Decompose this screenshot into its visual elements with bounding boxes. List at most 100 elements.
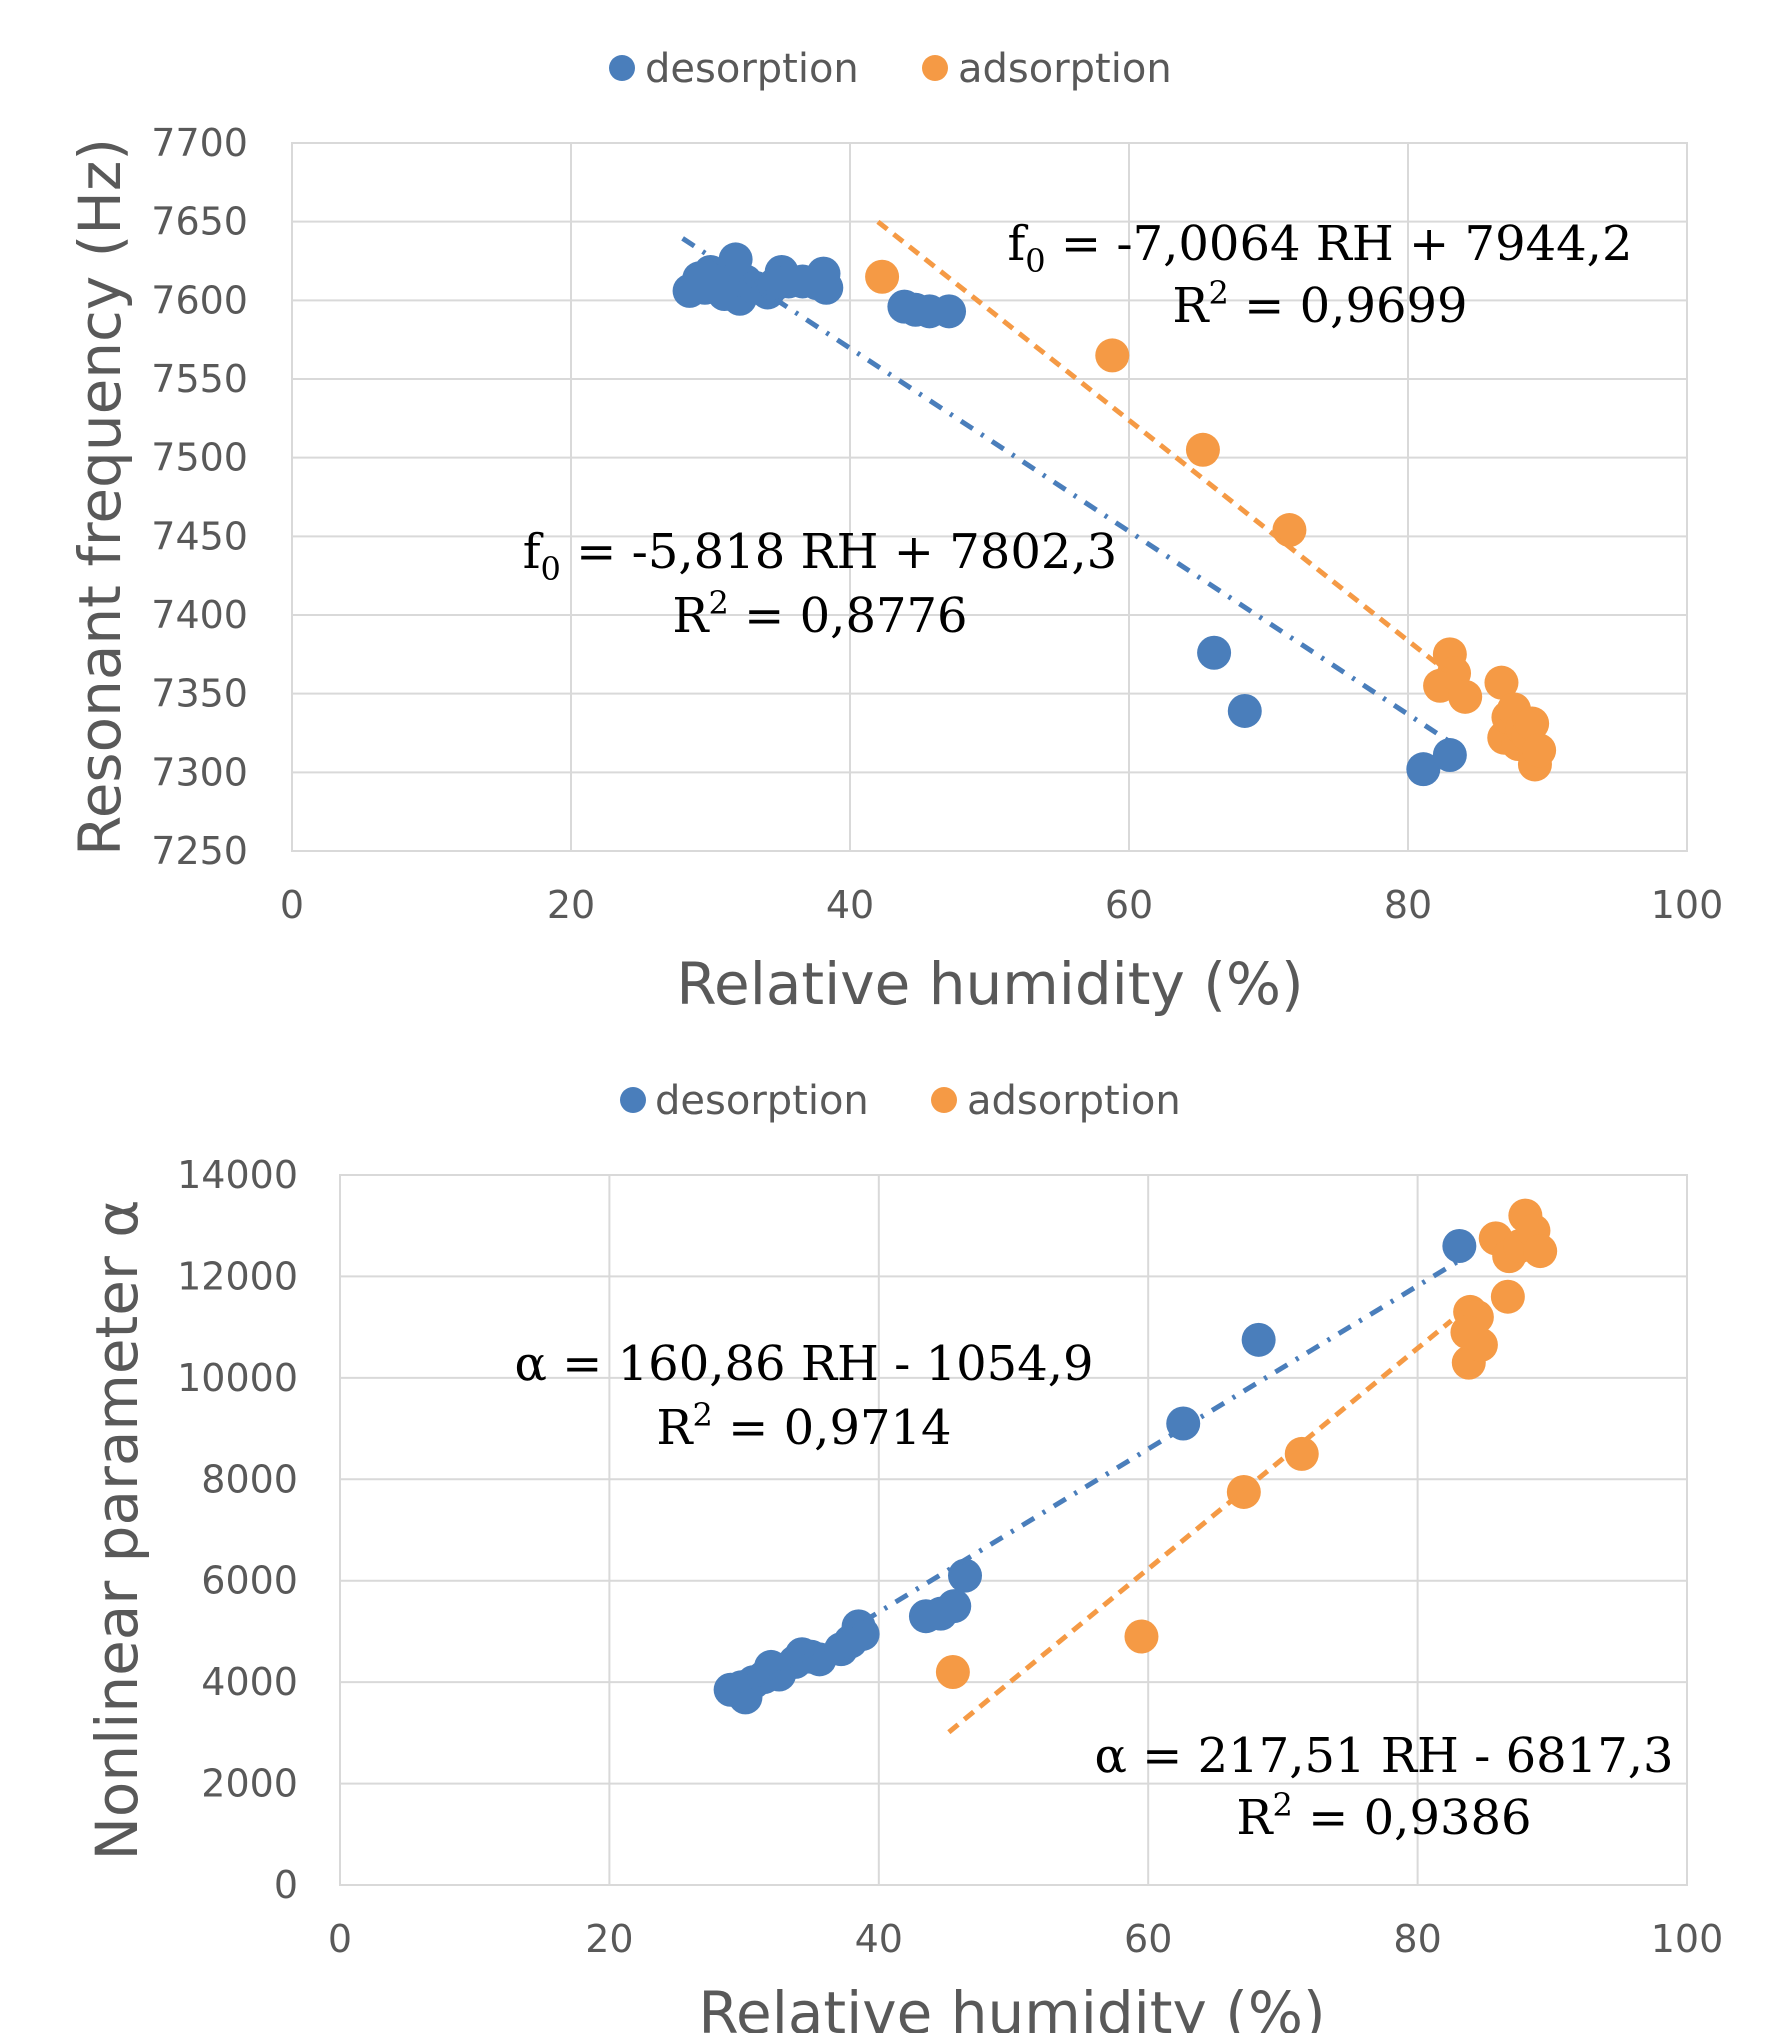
x-tick-label: 20 — [585, 1917, 633, 1961]
y-tick-label: 7650 — [151, 200, 248, 244]
data-point-adsorption — [935, 1655, 970, 1689]
data-point-desorption — [937, 1589, 972, 1624]
x-tick-label: 80 — [1384, 883, 1432, 927]
trendline-equation-adsorption: α = 217,51 RH - 6817,3R2 = 0,9386 — [1094, 1728, 1673, 1846]
x-tick-label: 100 — [1651, 1917, 1724, 1961]
x-tick-label: 20 — [547, 883, 595, 927]
y-tick-label: 14000 — [177, 1153, 298, 1197]
plot-area — [339, 1174, 1688, 1886]
r-squared-line: R2 = 0,9386 — [1236, 1786, 1531, 1846]
equation-lead: α — [514, 1336, 546, 1392]
y-tick-label: 2000 — [201, 1762, 298, 1806]
y-tick-label: 0 — [274, 1863, 298, 1907]
equation-body: = -5,818 RH + 7802,3 — [561, 524, 1117, 580]
data-point-desorption — [845, 1616, 880, 1651]
equation-line: f0 = -5,818 RH + 7802,3 — [523, 524, 1117, 588]
y-tick-label: 10000 — [177, 1356, 298, 1400]
y-tick-label: 7400 — [151, 593, 248, 637]
x-tick-label: 60 — [1105, 883, 1153, 927]
data-point-desorption — [809, 270, 844, 305]
equation-line: α = 217,51 RH - 6817,3 — [1094, 1728, 1673, 1784]
equation-body: = 217,51 RH - 6817,3 — [1127, 1728, 1674, 1784]
y-tick-label: 7500 — [151, 436, 248, 480]
y-axis-title: Resonant frequency (Hz) — [66, 138, 134, 856]
r-squared-label: R — [1236, 1790, 1274, 1846]
r-squared-line: R2 = 0,9699 — [1172, 274, 1467, 334]
y-tick-label: 7600 — [151, 278, 248, 322]
trendline-desorption — [681, 236, 1452, 744]
data-point-adsorption — [1095, 338, 1130, 373]
series-desorption — [713, 1229, 1477, 1715]
legend-label-adsorption: adsorption — [967, 1078, 1181, 1124]
x-tick-label: 0 — [328, 1917, 352, 1961]
y-tick-label: 4000 — [201, 1660, 298, 1704]
x-tick-label: 100 — [1651, 883, 1724, 927]
trendline-adsorption — [876, 219, 1449, 674]
plot-area — [291, 142, 1688, 852]
legend-marker-desorption — [620, 1087, 646, 1113]
data-point-adsorption — [1490, 1279, 1525, 1314]
y-tick-label: 7350 — [151, 672, 248, 716]
data-point-desorption — [1166, 1406, 1201, 1441]
legend-label-desorption: desorption — [645, 46, 859, 92]
nonlinear-parameter-chart: 0 2000 4000 6000 8000 10000 12000 14000 0 20 40 60 8… — [83, 1078, 1723, 2033]
data-point-adsorption — [1124, 1619, 1159, 1654]
equation-body: = 160,86 RH - 1054,9 — [547, 1336, 1094, 1392]
equation-lead: f — [1008, 216, 1029, 272]
data-point-desorption — [1197, 635, 1232, 670]
data-point-desorption — [1442, 1229, 1477, 1263]
y-tick-label: 7300 — [151, 750, 248, 794]
data-point-adsorption — [1523, 1234, 1558, 1269]
trendline-equation-adsorption: f0 = -7,0064 RH + 7944,2R2 = 0,9699 — [1008, 216, 1633, 334]
r-squared-value: = 0,9714 — [713, 1400, 952, 1456]
data-point-adsorption — [1448, 679, 1483, 714]
equation-line: f0 = -7,0064 RH + 7944,2 — [1008, 216, 1633, 280]
r-squared-value: = 0,8776 — [729, 588, 968, 644]
r-squared-superscript: 2 — [709, 584, 729, 622]
equation-subscript: 0 — [1025, 242, 1045, 280]
y-tick-label: 8000 — [201, 1457, 298, 1501]
trendline-equation-desorption: f0 = -5,818 RH + 7802,3R2 = 0,8776 — [523, 524, 1117, 644]
x-axis-title: Relative humidity (%) — [676, 950, 1303, 1018]
x-tick-label: 0 — [280, 883, 304, 927]
data-point-desorption — [1227, 693, 1262, 728]
data-point-adsorption — [865, 259, 900, 294]
y-axis-title: Nonlinear parameter α — [83, 1200, 151, 1861]
y-tick-label: 7450 — [151, 514, 248, 558]
series-desorption — [672, 236, 1467, 787]
r-squared-superscript: 2 — [1209, 274, 1229, 312]
equation-subscript: 0 — [541, 550, 561, 588]
y-tick-label: 7250 — [151, 829, 248, 873]
x-tick-label: 60 — [1124, 1917, 1172, 1961]
series-adsorption — [865, 219, 1557, 782]
data-point-adsorption — [1284, 1436, 1319, 1471]
y-tick-label: 7700 — [151, 121, 248, 165]
data-point-adsorption — [1515, 706, 1550, 741]
y-tick-label: 12000 — [177, 1254, 298, 1298]
r-squared-label: R — [1172, 278, 1210, 334]
data-point-adsorption — [1272, 513, 1307, 548]
r-squared-superscript: 2 — [693, 1396, 713, 1434]
r-squared-line: R2 = 0,9714 — [656, 1396, 951, 1456]
data-point-desorption — [1432, 738, 1467, 773]
frequency-chart: 7250 7300 7350 7400 7450 7500 7550 7600 7650 7700… — [66, 46, 1723, 1018]
r-squared-value: = 0,9699 — [1229, 278, 1468, 334]
r-squared-line: R2 = 0,8776 — [672, 584, 967, 644]
x-tick-label: 40 — [855, 1917, 903, 1961]
data-point-adsorption — [1484, 665, 1519, 700]
data-point-adsorption — [1185, 432, 1220, 467]
legend-marker-adsorption — [922, 55, 948, 81]
equation-line: α = 160,86 RH - 1054,9 — [514, 1336, 1093, 1392]
data-point-adsorption — [1522, 733, 1557, 768]
legend-label-adsorption: adsorption — [958, 46, 1172, 92]
x-axis-title: Relative humidity (%) — [698, 1979, 1325, 2033]
y-tick-label: 7550 — [151, 357, 248, 401]
data-point-desorption — [932, 294, 967, 329]
series-adsorption — [935, 1198, 1558, 1735]
y-tick-label: 6000 — [201, 1559, 298, 1603]
legend-label-desorption: desorption — [655, 1078, 869, 1124]
x-tick-label: 40 — [826, 883, 874, 927]
legend-marker-desorption — [609, 55, 635, 81]
equation-lead: α — [1094, 1728, 1126, 1784]
